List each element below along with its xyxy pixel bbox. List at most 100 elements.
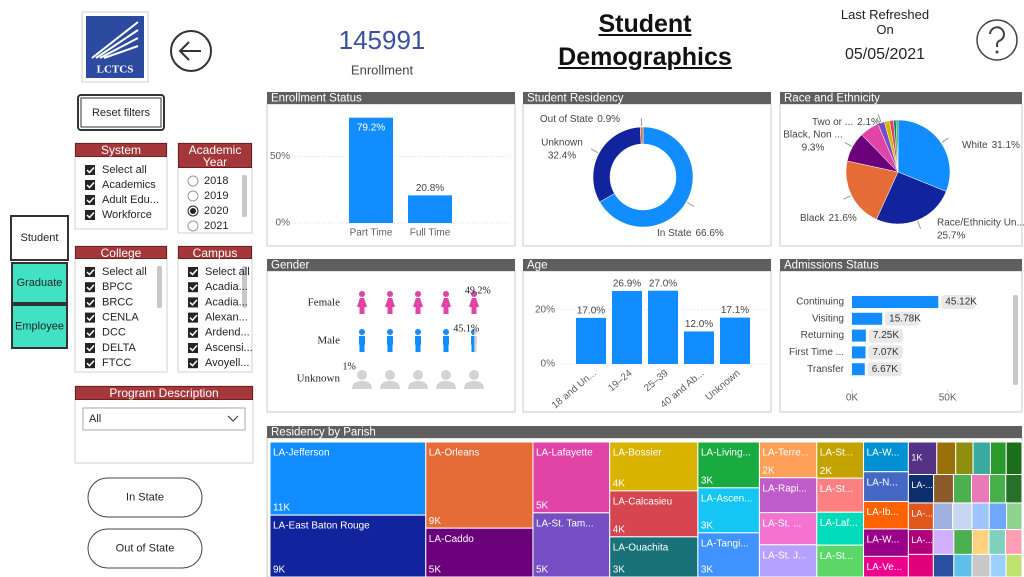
checkbox[interactable] bbox=[85, 195, 95, 205]
leader-line bbox=[686, 202, 695, 207]
leader-line bbox=[843, 195, 851, 200]
checkbox[interactable] bbox=[188, 297, 198, 308]
chart-title: Gender bbox=[271, 260, 310, 272]
slice-category: In State bbox=[657, 228, 692, 239]
slicer-item: 2018 bbox=[204, 175, 228, 187]
radio-dot bbox=[190, 208, 196, 214]
person-icon-head bbox=[359, 291, 365, 297]
back-arrow bbox=[178, 41, 201, 61]
checkbox[interactable] bbox=[85, 210, 95, 220]
treemap-cell bbox=[816, 511, 865, 546]
data-label: 45.12K bbox=[945, 297, 977, 308]
person-icon-legs bbox=[387, 307, 393, 314]
checkbox[interactable] bbox=[85, 180, 95, 190]
filter-button[interactable] bbox=[87, 477, 203, 518]
person-icon-body bbox=[359, 336, 365, 345]
treemap-cell bbox=[907, 441, 938, 476]
checkmark bbox=[86, 344, 95, 352]
data-label: 45.1% bbox=[453, 323, 479, 334]
nav-button[interactable] bbox=[11, 262, 68, 304]
checkbox[interactable] bbox=[85, 358, 95, 369]
slicer-scrollbar bbox=[242, 266, 247, 308]
nav-button[interactable] bbox=[10, 215, 69, 261]
bar bbox=[349, 117, 393, 223]
panel-header bbox=[780, 92, 1022, 104]
slice-label: Race/Ethnicity Un... bbox=[937, 218, 1024, 229]
treemap-cell bbox=[758, 441, 818, 479]
treemap-cell bbox=[697, 441, 760, 489]
cell-label: LA-Jefferson bbox=[273, 448, 330, 459]
chart-title: Admissions Status bbox=[784, 260, 879, 272]
checkbox[interactable] bbox=[85, 327, 95, 338]
slice bbox=[876, 171, 947, 225]
nav-button[interactable] bbox=[11, 304, 68, 349]
person-icon-legs bbox=[443, 345, 449, 352]
program-title: Program Description bbox=[75, 386, 253, 400]
person-icon-body bbox=[413, 298, 423, 307]
program-dropdown[interactable] bbox=[82, 407, 246, 431]
treemap-cell bbox=[953, 553, 973, 577]
cell-label: LA-... bbox=[911, 480, 933, 490]
treemap-cell bbox=[989, 441, 1007, 476]
checkbox[interactable] bbox=[85, 165, 95, 175]
bar bbox=[720, 317, 750, 364]
slicer-item: 2021 bbox=[204, 220, 228, 232]
y-tick-label: Visiting bbox=[812, 313, 844, 324]
checkbox[interactable] bbox=[188, 358, 198, 369]
treemap-cell bbox=[989, 553, 1007, 577]
y-tick-label: Transfer bbox=[807, 364, 845, 375]
slicer-item: CENLA bbox=[102, 312, 139, 324]
radio[interactable] bbox=[187, 175, 199, 187]
kpi-label: Enrollment bbox=[351, 62, 414, 77]
checkbox[interactable] bbox=[85, 267, 95, 277]
checkbox[interactable] bbox=[188, 327, 198, 338]
checkbox[interactable] bbox=[188, 343, 198, 353]
person-icon-legs bbox=[471, 345, 475, 352]
checkbox[interactable] bbox=[85, 282, 95, 293]
checkmark bbox=[86, 211, 95, 219]
leader-line bbox=[877, 114, 882, 123]
cell-label: LA-W... bbox=[867, 448, 900, 459]
checkbox[interactable] bbox=[85, 297, 95, 308]
chart-title: Enrollment Status bbox=[271, 93, 362, 105]
reset-button[interactable] bbox=[77, 94, 165, 131]
checkmark bbox=[86, 181, 95, 189]
back-button[interactable] bbox=[170, 30, 212, 72]
treemap-cell bbox=[609, 441, 699, 492]
treemap-cell bbox=[425, 441, 534, 529]
help-button[interactable] bbox=[976, 19, 1018, 61]
panel-header bbox=[267, 92, 515, 104]
slicer-title: Academic Year bbox=[178, 143, 252, 168]
checkmark bbox=[86, 268, 95, 276]
radio[interactable] bbox=[187, 220, 199, 232]
treemap-cell bbox=[816, 441, 865, 479]
radio[interactable] bbox=[187, 190, 199, 202]
checkbox[interactable] bbox=[188, 282, 198, 293]
slice-label: Black 21.6% bbox=[800, 213, 857, 224]
slice-value: 25.7% bbox=[937, 231, 965, 242]
treemap-cell bbox=[758, 477, 818, 514]
refresh-date: 05/05/2021 bbox=[845, 46, 925, 63]
treemap-cell bbox=[907, 553, 934, 577]
logo-text: LCTCS bbox=[97, 64, 134, 76]
data-label: 20.8% bbox=[416, 183, 444, 194]
checkbox[interactable] bbox=[188, 267, 198, 277]
cell-value: 3K bbox=[701, 565, 714, 576]
y-tick-label: Continuing bbox=[796, 297, 844, 308]
checkbox[interactable] bbox=[188, 312, 198, 323]
slicer-title-box: Academic Year bbox=[178, 143, 252, 168]
filter-button[interactable] bbox=[87, 528, 203, 569]
y-tick-label: First Time ... bbox=[789, 347, 844, 358]
person-icon-head bbox=[359, 329, 365, 335]
y-tick-label: 50% bbox=[270, 151, 290, 162]
person-icon-legs bbox=[471, 307, 477, 314]
cell-value: 4K bbox=[613, 524, 626, 535]
slicer-item: BRCC bbox=[102, 296, 133, 308]
checkmark bbox=[86, 284, 95, 291]
treemap-cell bbox=[972, 441, 991, 476]
person-icon-legs bbox=[415, 307, 421, 314]
checkbox[interactable] bbox=[85, 343, 95, 353]
treemap-cell bbox=[863, 528, 909, 557]
checkbox[interactable] bbox=[85, 312, 95, 323]
